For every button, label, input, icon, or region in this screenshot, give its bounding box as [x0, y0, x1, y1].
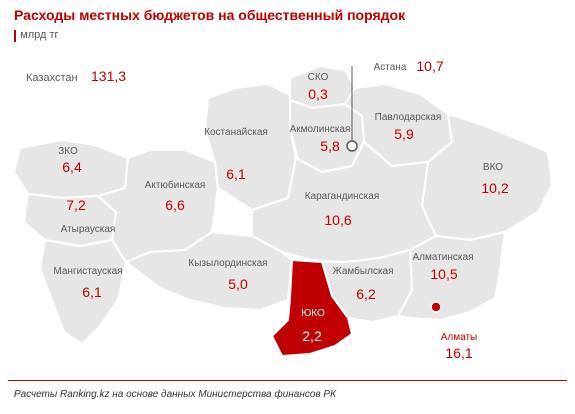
region-kyzylorda[interactable] [125, 231, 293, 311]
region-mangistau[interactable] [39, 239, 127, 345]
vko-value: 10,2 [481, 180, 508, 196]
yuko-value: 2,2 [302, 328, 322, 344]
sko-value: 0,3 [308, 86, 328, 102]
atyrau-name: Атырауская [61, 224, 116, 235]
zhambyl-name: Жамбылская [333, 265, 394, 277]
almaty-region-value: 10,5 [430, 266, 457, 282]
pavlodar-name: Павлодарская [375, 112, 442, 123]
region-kostanay[interactable] [204, 83, 297, 211]
yuko-name: ЮКО [301, 308, 325, 319]
karaganda-name: Карагандинская [305, 191, 380, 202]
unit-label: млрд тг [14, 29, 59, 41]
region-yuko[interactable] [271, 259, 353, 357]
akmola-name: Акмолинская [290, 124, 351, 135]
unit-marker [14, 30, 16, 42]
vko-name: ВКО [483, 162, 503, 173]
karaganda-value: 10,6 [324, 212, 351, 228]
akmola-value: 5,8 [320, 138, 340, 154]
astana-name: Астана [374, 62, 407, 73]
region-almaty[interactable] [397, 231, 506, 321]
total-value: 131,3 [91, 68, 126, 84]
mangistau-name: Мангистауская [53, 266, 122, 277]
almaty-marker[interactable] [430, 301, 442, 313]
kostanay-name: Костанайская [204, 127, 268, 138]
kyzylorda-value: 5,0 [228, 276, 248, 292]
sko-name: СКО [308, 72, 329, 83]
astana-value: 10,7 [416, 58, 443, 74]
pavlodar-value: 5,9 [394, 126, 414, 142]
zko-value: 6,4 [62, 159, 82, 175]
zko-name: ЗКО [58, 146, 78, 157]
kyzylorda-name: Кызылординская [188, 258, 267, 269]
almaty-value: 16,1 [445, 345, 472, 361]
kostanay-value: 6,1 [226, 166, 246, 182]
map-title: Расходы местных бюджетов на общественный… [14, 7, 406, 23]
zhambyl-value: 6,2 [356, 286, 376, 302]
almaty-name: Алматы [441, 332, 478, 343]
footer-divider [8, 380, 567, 381]
source-note: Расчеты Ranking.kz на основе данных Мини… [14, 389, 336, 400]
unit-text: млрд тг [20, 29, 59, 41]
aktobe-value: 6,6 [165, 197, 185, 213]
aktobe-name: Актюбинская [145, 179, 206, 191]
atyrau-value: 7,2 [66, 197, 86, 213]
mangistau-value: 6,1 [82, 284, 102, 300]
total-label: Казахстан [26, 72, 78, 84]
almaty-region-name: Алматинская [413, 252, 474, 263]
astana-marker[interactable] [346, 140, 358, 152]
